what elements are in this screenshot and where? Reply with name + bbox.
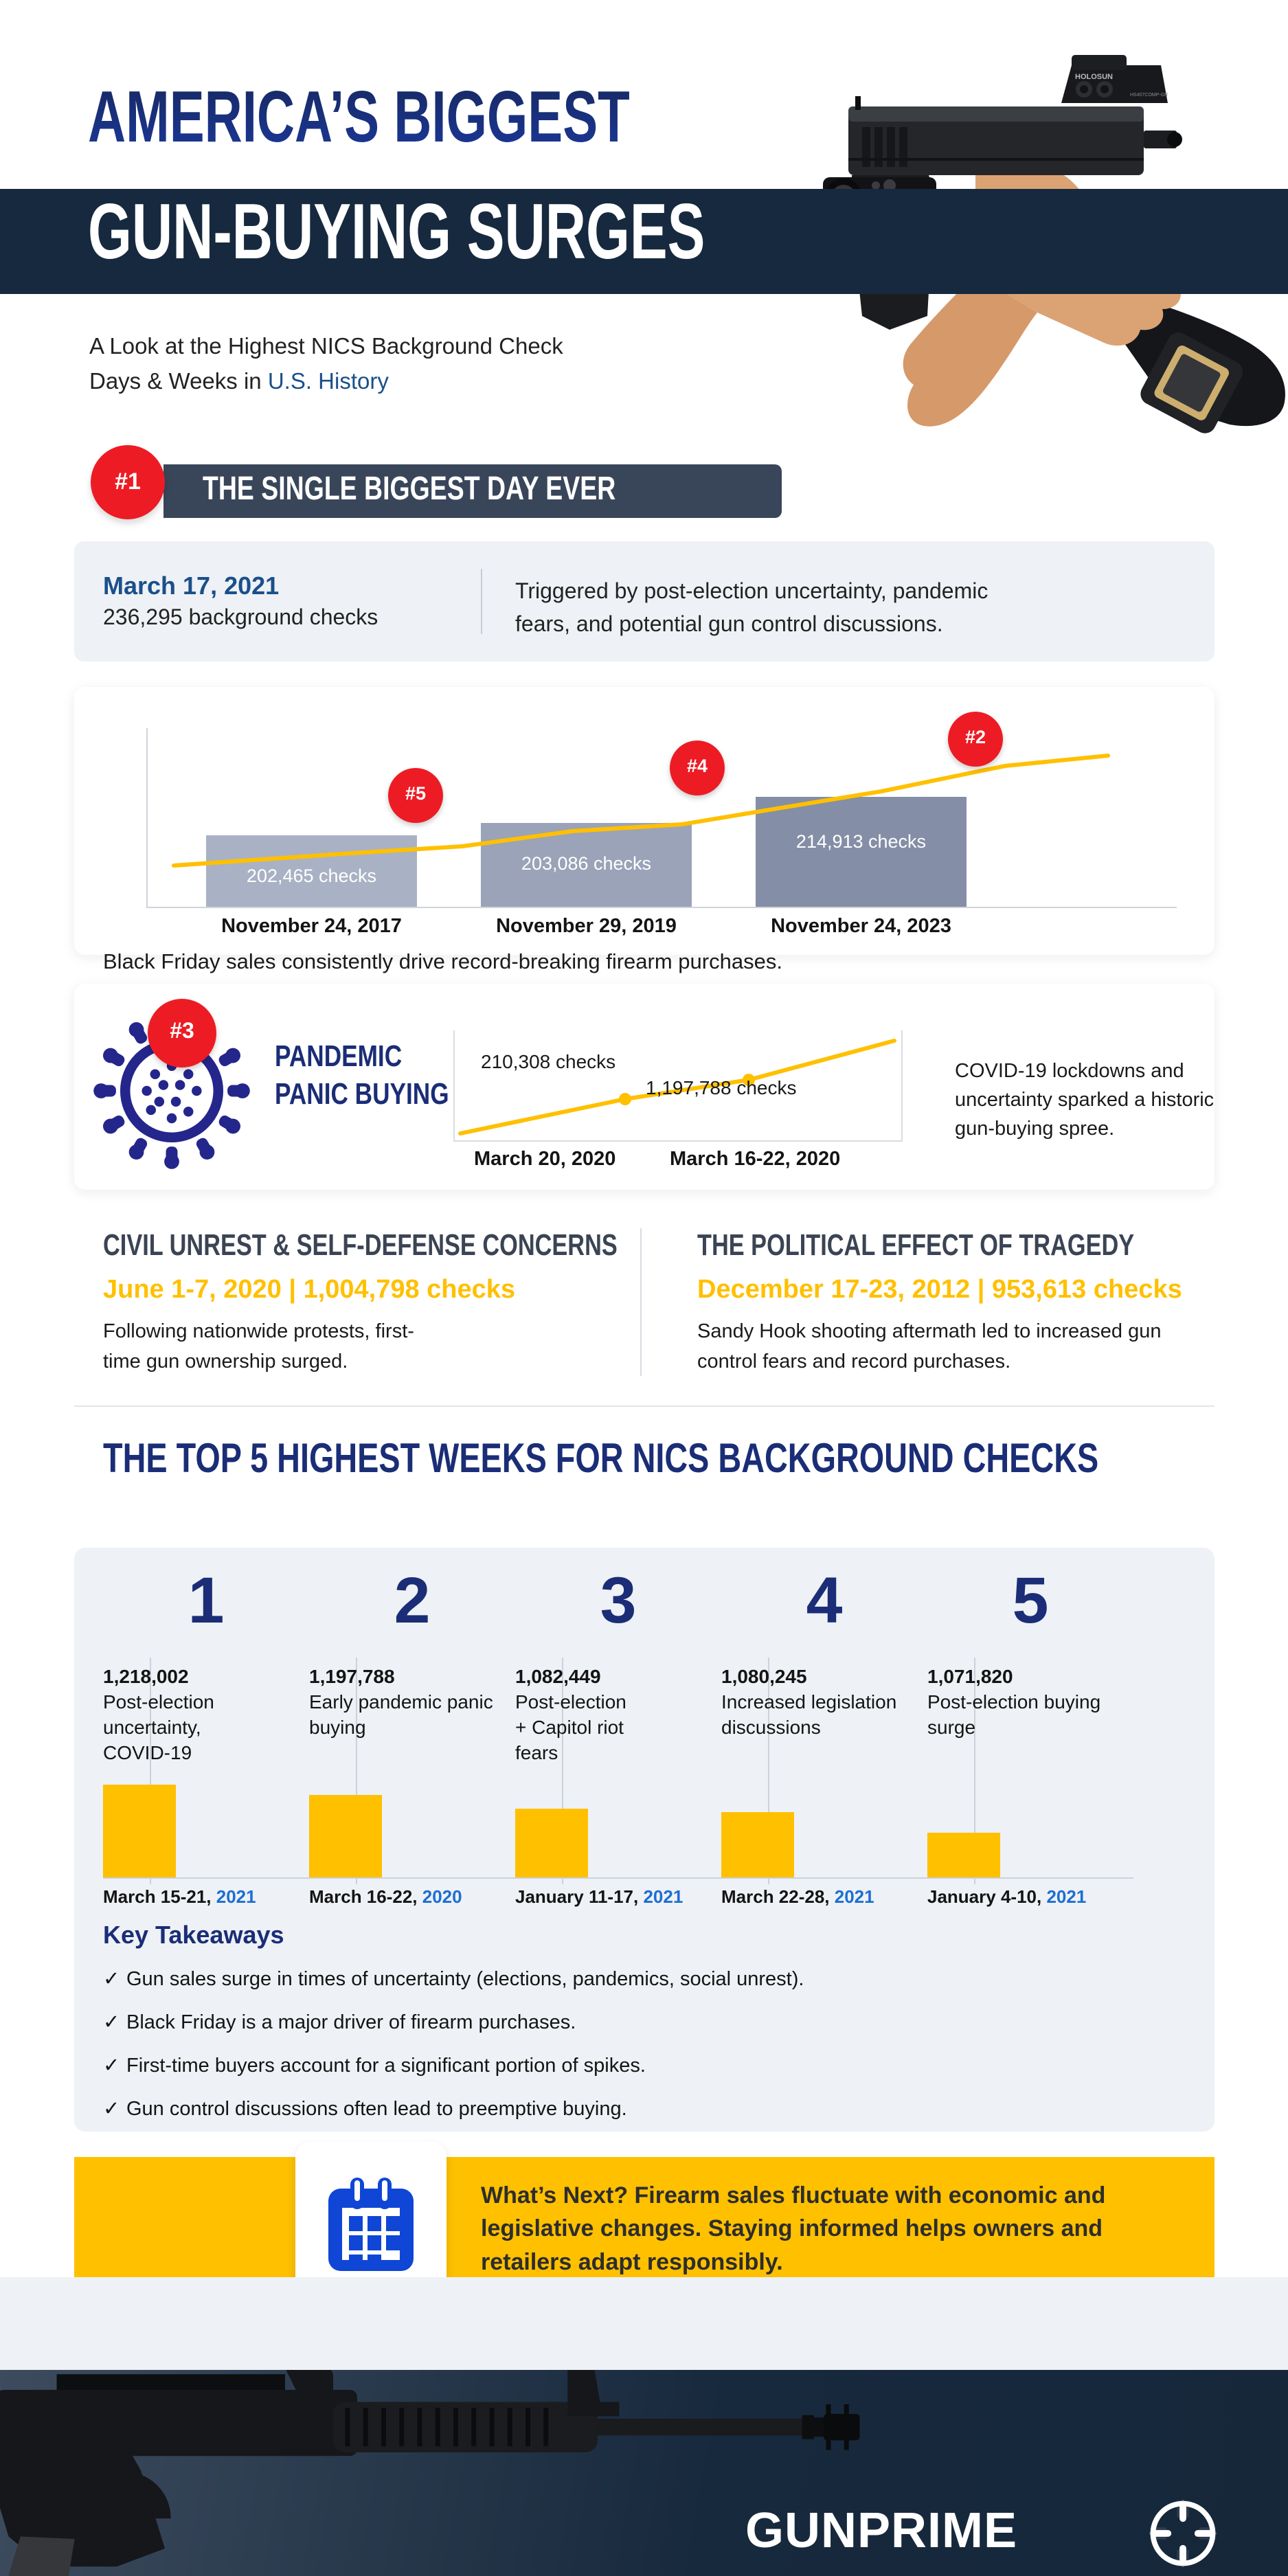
svg-text:HOLOSUN: HOLOSUN xyxy=(1075,73,1113,81)
svg-text:HS407COMP-GR: HS407COMP-GR xyxy=(1130,93,1168,98)
